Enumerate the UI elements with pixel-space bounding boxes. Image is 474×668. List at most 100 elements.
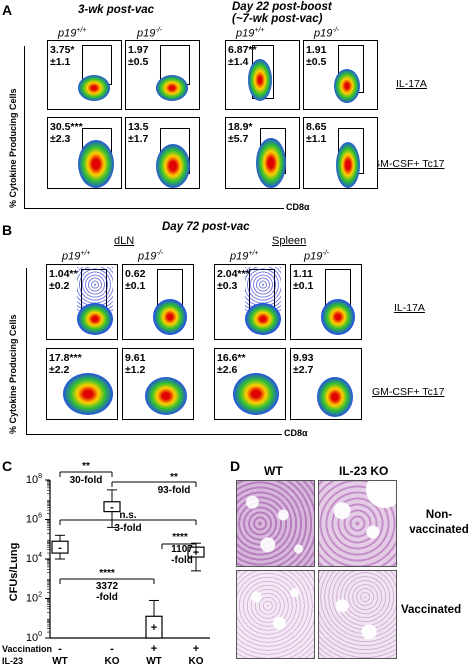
box [103,501,121,513]
panel-b-geno-ko-1: p19-/- [138,250,163,263]
annot-fold: 93-fold [158,485,191,496]
flow-plot-b-r2-c4 [290,348,362,420]
flow-plot-a-r2-c2 [125,117,200,189]
panel-a-title-right-1: Day 22 post-boost [232,1,332,13]
annot-sig: ** [170,472,178,483]
density-blob [156,144,190,188]
stat-b-r1-c3: 2.04*** ±0.3 [217,268,250,292]
density-blob [77,303,113,335]
box-label: + [193,547,199,559]
panel-d-col-ko: IL-23 KO [339,464,389,478]
y-axis-title: CFUs/Lung [8,543,20,602]
flow-plot-b-r1-c4 [290,264,362,340]
flow-plot-a-r1-c3 [225,40,300,110]
flow-plot-a-r1-c2 [125,40,200,110]
flow-plot-a-r2-c1 [47,117,122,189]
annot-sig: n.s. [119,510,136,521]
panel-d-row-vac: Vaccinated [401,604,462,616]
panel-b-geno-wt-1: p19+/+ [62,250,91,263]
panel-a-axis-arrow-x [24,208,284,209]
stat-b-r2-c3: 16.6** ±2.6 [217,352,246,376]
panel-b-row-label-il17a: IL-17A [394,302,425,314]
panel-d-row-nonvac: Non- vaccinated [409,509,469,536]
panel-b-axis-arrow [26,268,27,434]
annot-fold: -fold [96,592,118,603]
density-blob [78,140,114,188]
panel-a-row-label-gmcsf: GM-CSF+ Tc17 [372,158,445,170]
flow-plot-b-r2-c1 [46,348,118,420]
density-blob [233,373,279,415]
panel-a-letter: A [2,2,13,18]
box-plot-annotations: **30-fold **93-foldn.s.3-fold****1107-fol… [59,461,197,603]
stat-a-r1-c3: 6.87** ±1.4 [228,44,257,68]
stat-b-r2-c1: 17.8*** ±2.2 [49,352,82,376]
y-tick-label: 100 [26,631,42,644]
histology-ko-nonvac [318,480,397,567]
panel-d-letter: D [230,458,241,474]
annot-sig: **** [99,568,115,579]
density-blob [156,75,188,101]
panel-b-group-spleen: Spleen [272,235,307,247]
panel-b-letter: B [2,222,13,238]
panel-b-axis-arrow-x [26,434,282,435]
group-il23: KO [189,656,204,667]
annot-sig: ** [82,461,90,472]
y-tick-label: 102 [26,592,42,605]
box-plot-boxes: - - + + [51,489,205,639]
y-tick-label: 108 [26,473,42,486]
density-blob [317,377,353,417]
flow-plot-b-r2-c3 [214,348,286,420]
stat-a-r2-c3: 18.9* ±5.7 [228,121,253,145]
box [145,615,163,639]
panel-a-title-right-2: (~7-wk post-vac) [232,13,323,25]
panel-a-ylabel: % Cytokine Producing Cells [8,88,18,208]
flow-plot-a-r2-c4 [303,117,378,189]
panel-a-xlabel: CD8α [286,202,310,212]
group-vaccination: + [193,643,199,655]
panel-a-axis-arrow [24,46,25,208]
stat-b-r1-c1: 1.04** ±0.2 [49,268,78,292]
panel-b-xlabel: CD8α [284,428,308,438]
annot-fold: 30-fold [70,475,103,486]
stat-a-r1-c4: 1.91 ±0.5 [306,44,327,68]
annot-fold: 3372 [96,581,119,592]
stat-b-r2-c4: 9.93 ±2.7 [293,352,314,376]
histology-ko-vac [318,570,397,659]
box-plot: CFUs/Lung 100 102 104 106 108 - - + + ** 30-fold… [2,461,210,667]
panel-a-geno-wt-2: p19+/+ [236,27,265,40]
y-tick-label: 106 [26,513,42,526]
flow-plot-a-r1-c1 [47,40,122,110]
panel-a-geno-wt-1: p19+/+ [58,27,87,40]
panel-b-geno-ko-2: p19-/- [304,250,329,263]
stat-b-r1-c2: 0.62 ±0.1 [125,268,146,292]
panel-b-group-dln: dLN [114,235,135,247]
panel-d-col-wt: WT [264,464,283,478]
flow-plot-b-r1-c2 [122,264,194,340]
group-vaccination: - [110,643,114,655]
box-plot-ticks: 100 102 104 106 108 [26,473,50,644]
group-vaccination: - [58,643,62,655]
group-il23: WT [146,656,162,667]
box [51,540,69,554]
flow-plot-a-r1-c4 [303,40,378,110]
panel-c-letter: C [2,458,13,474]
density-blob [145,377,187,415]
group-il23: WT [52,656,68,667]
annot-fold: -fold [171,555,193,566]
y-tick-label: 104 [26,552,42,565]
panel-b-geno-wt-2: p19+/+ [230,250,259,263]
density-blob [153,299,187,335]
stat-a-r2-c1: 30.5*** ±2.3 [50,121,83,145]
panel-a-title-left: 3-wk post-vac [78,4,155,16]
stat-a-r1-c1: 3.75* ±1.1 [50,44,75,68]
panel-b-row-label-gmcsf: GM-CSF+ Tc17 [372,386,445,398]
row-label-vaccination: Vaccination [2,644,52,654]
density-blob [334,69,360,103]
group-vaccination: + [151,643,157,655]
stat-b-r2-c2: 9.61 ±1.2 [125,352,146,376]
box-label: - [110,502,114,514]
panel-a-row-label-il17a: IL-17A [396,78,427,90]
flow-plot-b-r2-c2 [122,348,194,420]
density-blob [245,303,281,335]
flow-plot-b-r1-c1 [46,264,118,340]
